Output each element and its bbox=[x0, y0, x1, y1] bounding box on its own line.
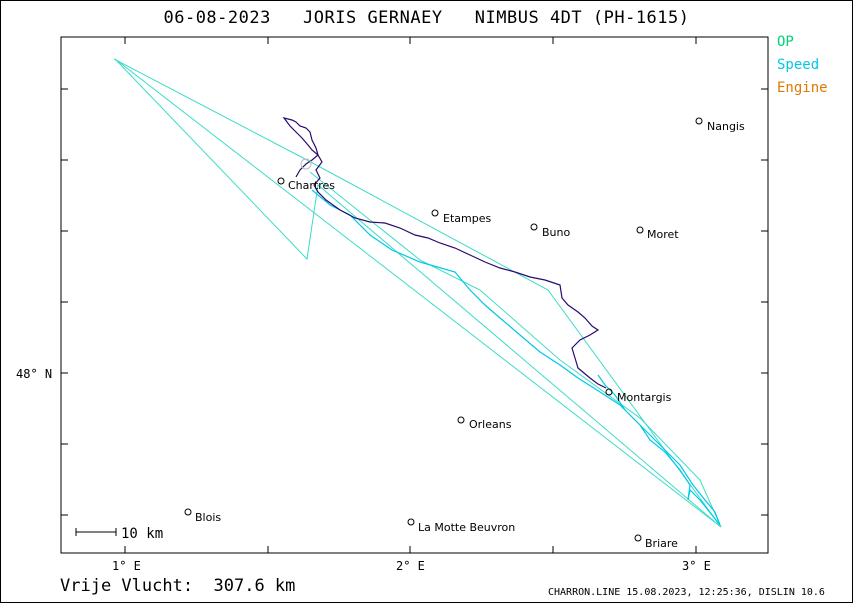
town-label-montargis: Montargis bbox=[617, 391, 672, 404]
town-marker-la-motte-beuvron bbox=[407, 518, 415, 526]
task-leg-south bbox=[309, 171, 722, 528]
town-marker-nangis bbox=[695, 117, 703, 125]
start-marker bbox=[300, 158, 312, 170]
y-tick-label-48n: 48° N bbox=[16, 367, 52, 381]
free-flight-distance: Vrije Vlucht: 307.6 km bbox=[60, 576, 296, 596]
town-label-chartres: Chartres bbox=[288, 179, 335, 192]
legend-speed: Speed bbox=[777, 57, 820, 73]
legend-engine: Engine bbox=[777, 80, 828, 96]
town-label-briare: Briare bbox=[645, 537, 678, 550]
x-tick-label-2e: 2° E bbox=[396, 559, 425, 573]
town-marker-chartres bbox=[277, 177, 285, 185]
footer-credits: CHARRON.LINE 15.08.2023, 12:25:36, DISLI… bbox=[548, 587, 825, 598]
town-marker-blois bbox=[184, 508, 192, 516]
town-marker-moret bbox=[636, 226, 644, 234]
plot-area bbox=[60, 36, 769, 554]
town-label-buno: Buno bbox=[542, 226, 570, 239]
x-tick-label-3e: 3° E bbox=[682, 559, 711, 573]
x-ticks bbox=[124, 37, 697, 553]
speed-track bbox=[311, 189, 721, 526]
town-marker-orleans bbox=[457, 416, 465, 424]
town-label-nangis: Nangis bbox=[707, 120, 745, 133]
town-label-etampes: Etampes bbox=[443, 212, 491, 225]
town-marker-buno bbox=[530, 223, 538, 231]
scale-bar-label: 10 km bbox=[121, 526, 163, 542]
legend-op: OP bbox=[777, 34, 794, 50]
town-label-moret: Moret bbox=[647, 228, 679, 241]
town-marker-briare bbox=[634, 534, 642, 542]
flight-track bbox=[282, 117, 607, 389]
y-ticks bbox=[61, 88, 768, 516]
scale-bar bbox=[75, 528, 117, 536]
task-outline bbox=[113, 58, 722, 528]
town-marker-etampes bbox=[431, 209, 439, 217]
task-leg-return bbox=[114, 58, 722, 528]
town-marker-montargis bbox=[605, 388, 613, 396]
flight-title: 06-08-2023 JORIS GERNAEY NIMBUS 4DT (PH-… bbox=[163, 8, 690, 28]
task-lines bbox=[113, 58, 722, 528]
x-tick-label-1e: 1° E bbox=[112, 559, 141, 573]
town-label-la-motte-beuvron: La Motte Beuvron bbox=[418, 521, 515, 534]
town-label-orleans: Orleans bbox=[469, 418, 512, 431]
town-label-blois: Blois bbox=[195, 511, 221, 524]
